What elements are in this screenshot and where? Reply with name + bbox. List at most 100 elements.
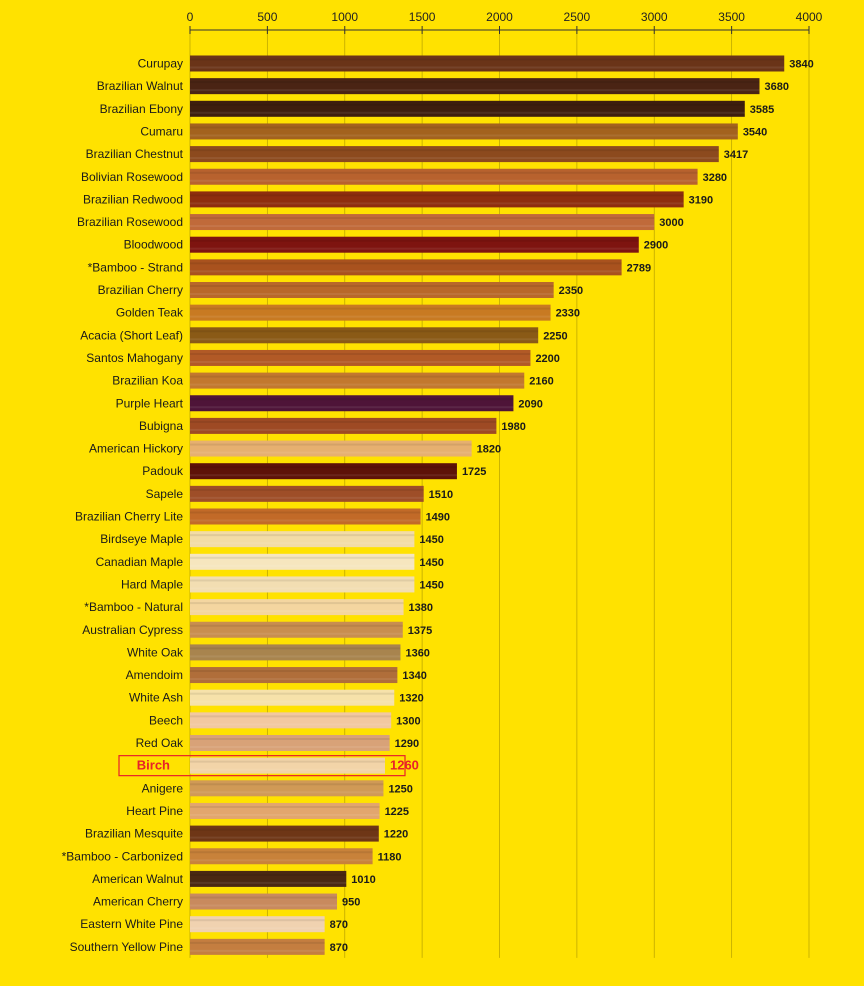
bar-grain [190,262,622,265]
category-label: Eastern White Pine [80,917,183,931]
bar-grain [190,873,347,876]
bar-grain [190,383,525,386]
bar-grain [190,678,398,681]
bar [190,938,325,955]
bar [190,236,639,253]
category-label: Southern Yellow Pine [70,940,184,954]
bar-grain [190,715,392,718]
bar [190,327,539,344]
value-label: 2330 [556,308,580,320]
category-label: White Ash [129,691,183,705]
value-label: 1290 [395,738,419,750]
category-label: *Bamboo - Strand [88,260,183,274]
bar [190,123,738,140]
category-label: American Hickory [89,442,183,456]
bar-grain [190,813,380,816]
value-label: 3540 [743,126,767,138]
bar-grain [190,157,719,160]
tick-label: 2000 [486,10,513,24]
bar [190,531,415,548]
value-label: 1490 [426,512,450,524]
bar-grain [190,534,415,537]
bar [190,168,698,185]
tick-label: 1000 [331,10,358,24]
category-label: Bolivian Rosewood [81,170,183,184]
bar-grain [190,610,404,613]
category-label: Brazilian Redwood [83,192,183,206]
bar-grain [190,103,745,106]
x-axis-ticks: 0 500 1000 1500 2000 2500 3000 3500 4000 [187,10,823,34]
bar-grain [190,202,684,205]
bar-grain [190,375,525,378]
bar-grain [190,352,531,355]
bar-grain [190,111,745,114]
value-label: 2350 [559,285,583,297]
category-label: Brazilian Ebony [100,102,183,116]
value-label: 2200 [535,353,559,365]
category-label: Brazilian Cherry [98,283,183,297]
bar-grain [190,171,698,174]
bar [190,644,401,661]
value-label: 1300 [396,715,420,727]
category-label: Canadian Maple [96,555,184,569]
value-label: 1450 [419,557,443,569]
value-label: 3840 [789,59,813,71]
bar-grain [190,511,421,514]
bar-grain [190,488,424,491]
value-label: 2090 [518,398,542,410]
category-label: Sapele [146,487,184,501]
category-label: Australian Cypress [82,623,183,637]
bar [190,146,719,163]
bar-grain [190,247,639,250]
value-label: 870 [330,919,348,931]
bar-grain [190,330,539,333]
bar-grain [190,315,551,318]
bar [190,712,392,729]
bars [190,55,785,955]
bar [190,553,415,570]
bar-grain [190,760,385,763]
value-label: 1510 [429,489,453,501]
bar-grain [190,496,424,499]
bar [190,395,514,412]
bar-grain [190,217,655,220]
bar [190,372,525,389]
bar-grain [190,632,403,635]
tick-label: 3000 [641,10,668,24]
category-label: Hard Maple [121,577,183,591]
bar [190,757,385,774]
category-label: *Bamboo - Natural [84,600,183,614]
bar-grain [190,89,760,92]
value-label: 3280 [703,172,727,184]
value-label: 2250 [543,330,567,342]
value-label: 3190 [689,194,713,206]
category-label: Birch [137,758,170,773]
bar-grain [190,746,390,748]
tick-label: 2500 [564,10,591,24]
category-label: Birdseye Maple [100,532,183,546]
bar [190,282,554,298]
bar [190,191,684,208]
category-label: White Oak [127,645,184,659]
value-label: 1250 [388,783,412,795]
value-label: 1380 [409,602,433,614]
bar [190,825,379,842]
bar-grain [190,587,415,590]
bar [190,689,395,706]
category-label: Brazilian Rosewood [77,215,183,229]
category-label: Brazilian Koa [112,374,183,388]
bar-grain [190,474,457,477]
bar-grain [190,293,554,295]
bar-grain [190,828,379,831]
bar [190,893,338,910]
bar [190,802,380,819]
bar-grain [190,451,472,454]
bar-grain [190,927,325,930]
bar-grain [190,647,401,650]
bar-grain [190,768,385,771]
bar-grain [190,904,338,907]
bar-grain [190,602,404,605]
value-label: 1010 [351,874,375,886]
bar [190,100,745,117]
